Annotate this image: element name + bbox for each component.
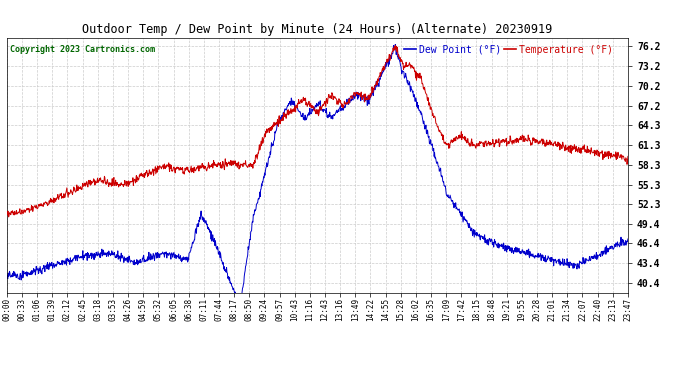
Title: Outdoor Temp / Dew Point by Minute (24 Hours) (Alternate) 20230919: Outdoor Temp / Dew Point by Minute (24 H… xyxy=(82,23,553,36)
Legend: Dew Point (°F), Temperature (°F): Dew Point (°F), Temperature (°F) xyxy=(404,44,613,55)
Text: Copyright 2023 Cartronics.com: Copyright 2023 Cartronics.com xyxy=(10,45,155,54)
